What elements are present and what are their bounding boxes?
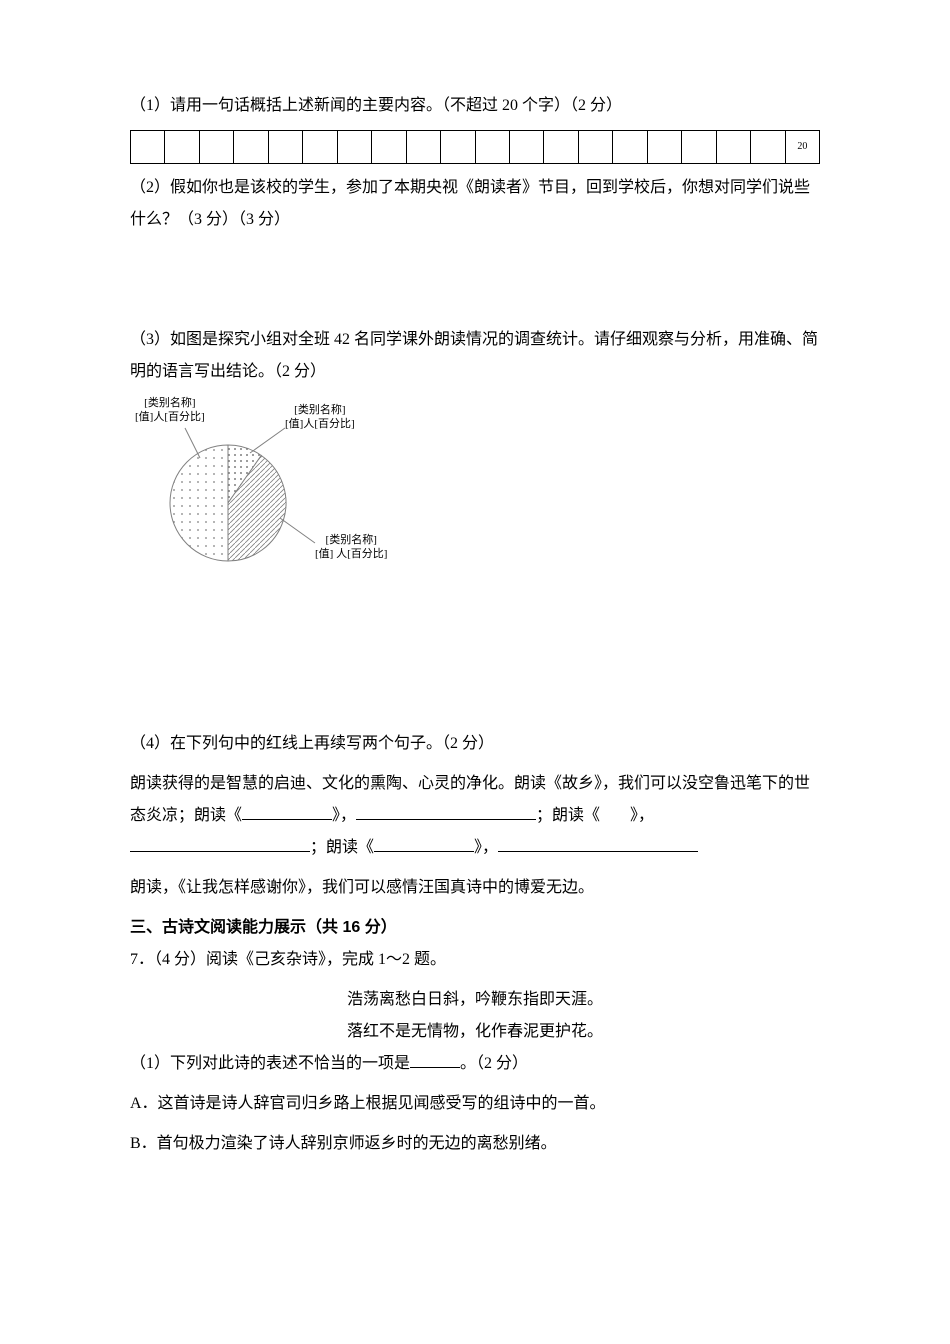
answer-grid: 20 [130, 130, 820, 164]
grid-cell [165, 131, 199, 163]
grid-cell [751, 131, 785, 163]
grid-cell [407, 131, 441, 163]
q4-p1-prefix: 朗读获得的是智慧的启迪、文化的熏陶、心灵的净化。朗读《故乡》，我们可以没空鲁迅笔… [130, 775, 810, 824]
grid-cell [579, 131, 613, 163]
grid-cell [372, 131, 406, 163]
grid-cell [476, 131, 510, 163]
q4-p2-start: 》， [630, 807, 654, 824]
grid-cell [682, 131, 716, 163]
blank-5 [498, 851, 698, 852]
grid-cell [131, 131, 165, 163]
q3-answer-space [130, 628, 820, 728]
q3-text: （3）如图是探究小组对全班 42 名同学课外朗读情况的调查统计。请仔细观察与分析… [130, 324, 820, 388]
q7-intro: 7．（4 分）阅读《己亥杂诗》，完成 1～2 题。 [130, 944, 820, 976]
pie-label-top-left: [类别名称][值]人[百分比] [135, 396, 205, 425]
q2-text: （2）假如你也是该校的学生，参加了本期央视《朗读者》节目，回到学校后，你想对同学… [130, 172, 820, 236]
q4-p1-mid2: ；朗读《 [536, 807, 600, 824]
grid-cell [510, 131, 544, 163]
q7-optA: A．这首诗是诗人辞官司归乡路上根据见闻感受写的组诗中的一首。 [130, 1088, 820, 1120]
q2-answer-space [130, 244, 820, 324]
pie-label-right: [类别名称][值] 人[百分比] [315, 533, 387, 562]
q4-p1-mid1: 》， [332, 807, 356, 824]
q7-sub1: （1）下列对此诗的表述不恰当的一项是 。（2 分） [130, 1048, 820, 1080]
grid-cell [544, 131, 578, 163]
q1-text: （1）请用一句话概括上述新闻的主要内容。（不超过 20 个字）（2 分） [130, 90, 820, 122]
q4-text: （4）在下列句中的红线上再续写两个句子。（2 分） [130, 728, 820, 760]
pie-label-top-right: [类别名称][值]人[百分比] [285, 403, 355, 432]
blank-2 [356, 819, 536, 820]
q7-optB: B．首句极力渲染了诗人辞别京师返乡时的无边的离愁别绪。 [130, 1128, 820, 1160]
grid-cell [303, 131, 337, 163]
blank-3 [130, 851, 310, 852]
grid-cell [441, 131, 475, 163]
q7-sub1-suffix: 。（2 分） [460, 1055, 528, 1072]
grid-cell [613, 131, 647, 163]
q4-p2-mid1: ；朗读《 [310, 839, 374, 856]
q4-p2-mid2: 》， [474, 839, 498, 856]
blank-1 [242, 819, 332, 820]
poem-line-2: 落红不是无情物，化作春泥更护花。 [130, 1016, 820, 1048]
grid-cell [648, 131, 682, 163]
grid-cell [200, 131, 234, 163]
pie-chart: [类别名称][值]人[百分比] [类别名称][值]人[百分比] [类别名称][值… [130, 398, 430, 598]
q7-sub1-text: （1）下列对此诗的表述不恰当的一项是 [130, 1055, 410, 1072]
q7-blank [410, 1067, 460, 1068]
grid-cell: 20 [786, 131, 819, 163]
section-3-title: 三、古诗文阅读能力展示（共 16 分） [130, 912, 820, 944]
q4-paragraph: 朗读获得的是智慧的启迪、文化的熏陶、心灵的净化。朗读《故乡》，我们可以没空鲁迅笔… [130, 768, 820, 864]
blank-4 [374, 851, 474, 852]
grid-cell [338, 131, 372, 163]
q4-para3: 朗读，《让我怎样感谢你》，我们可以感情汪国真诗中的博爱无边。 [130, 872, 820, 904]
grid-cell [269, 131, 303, 163]
grid-cell [717, 131, 751, 163]
poem-line-1: 浩荡离愁白日斜，吟鞭东指即天涯。 [130, 984, 820, 1016]
grid-cell [234, 131, 268, 163]
